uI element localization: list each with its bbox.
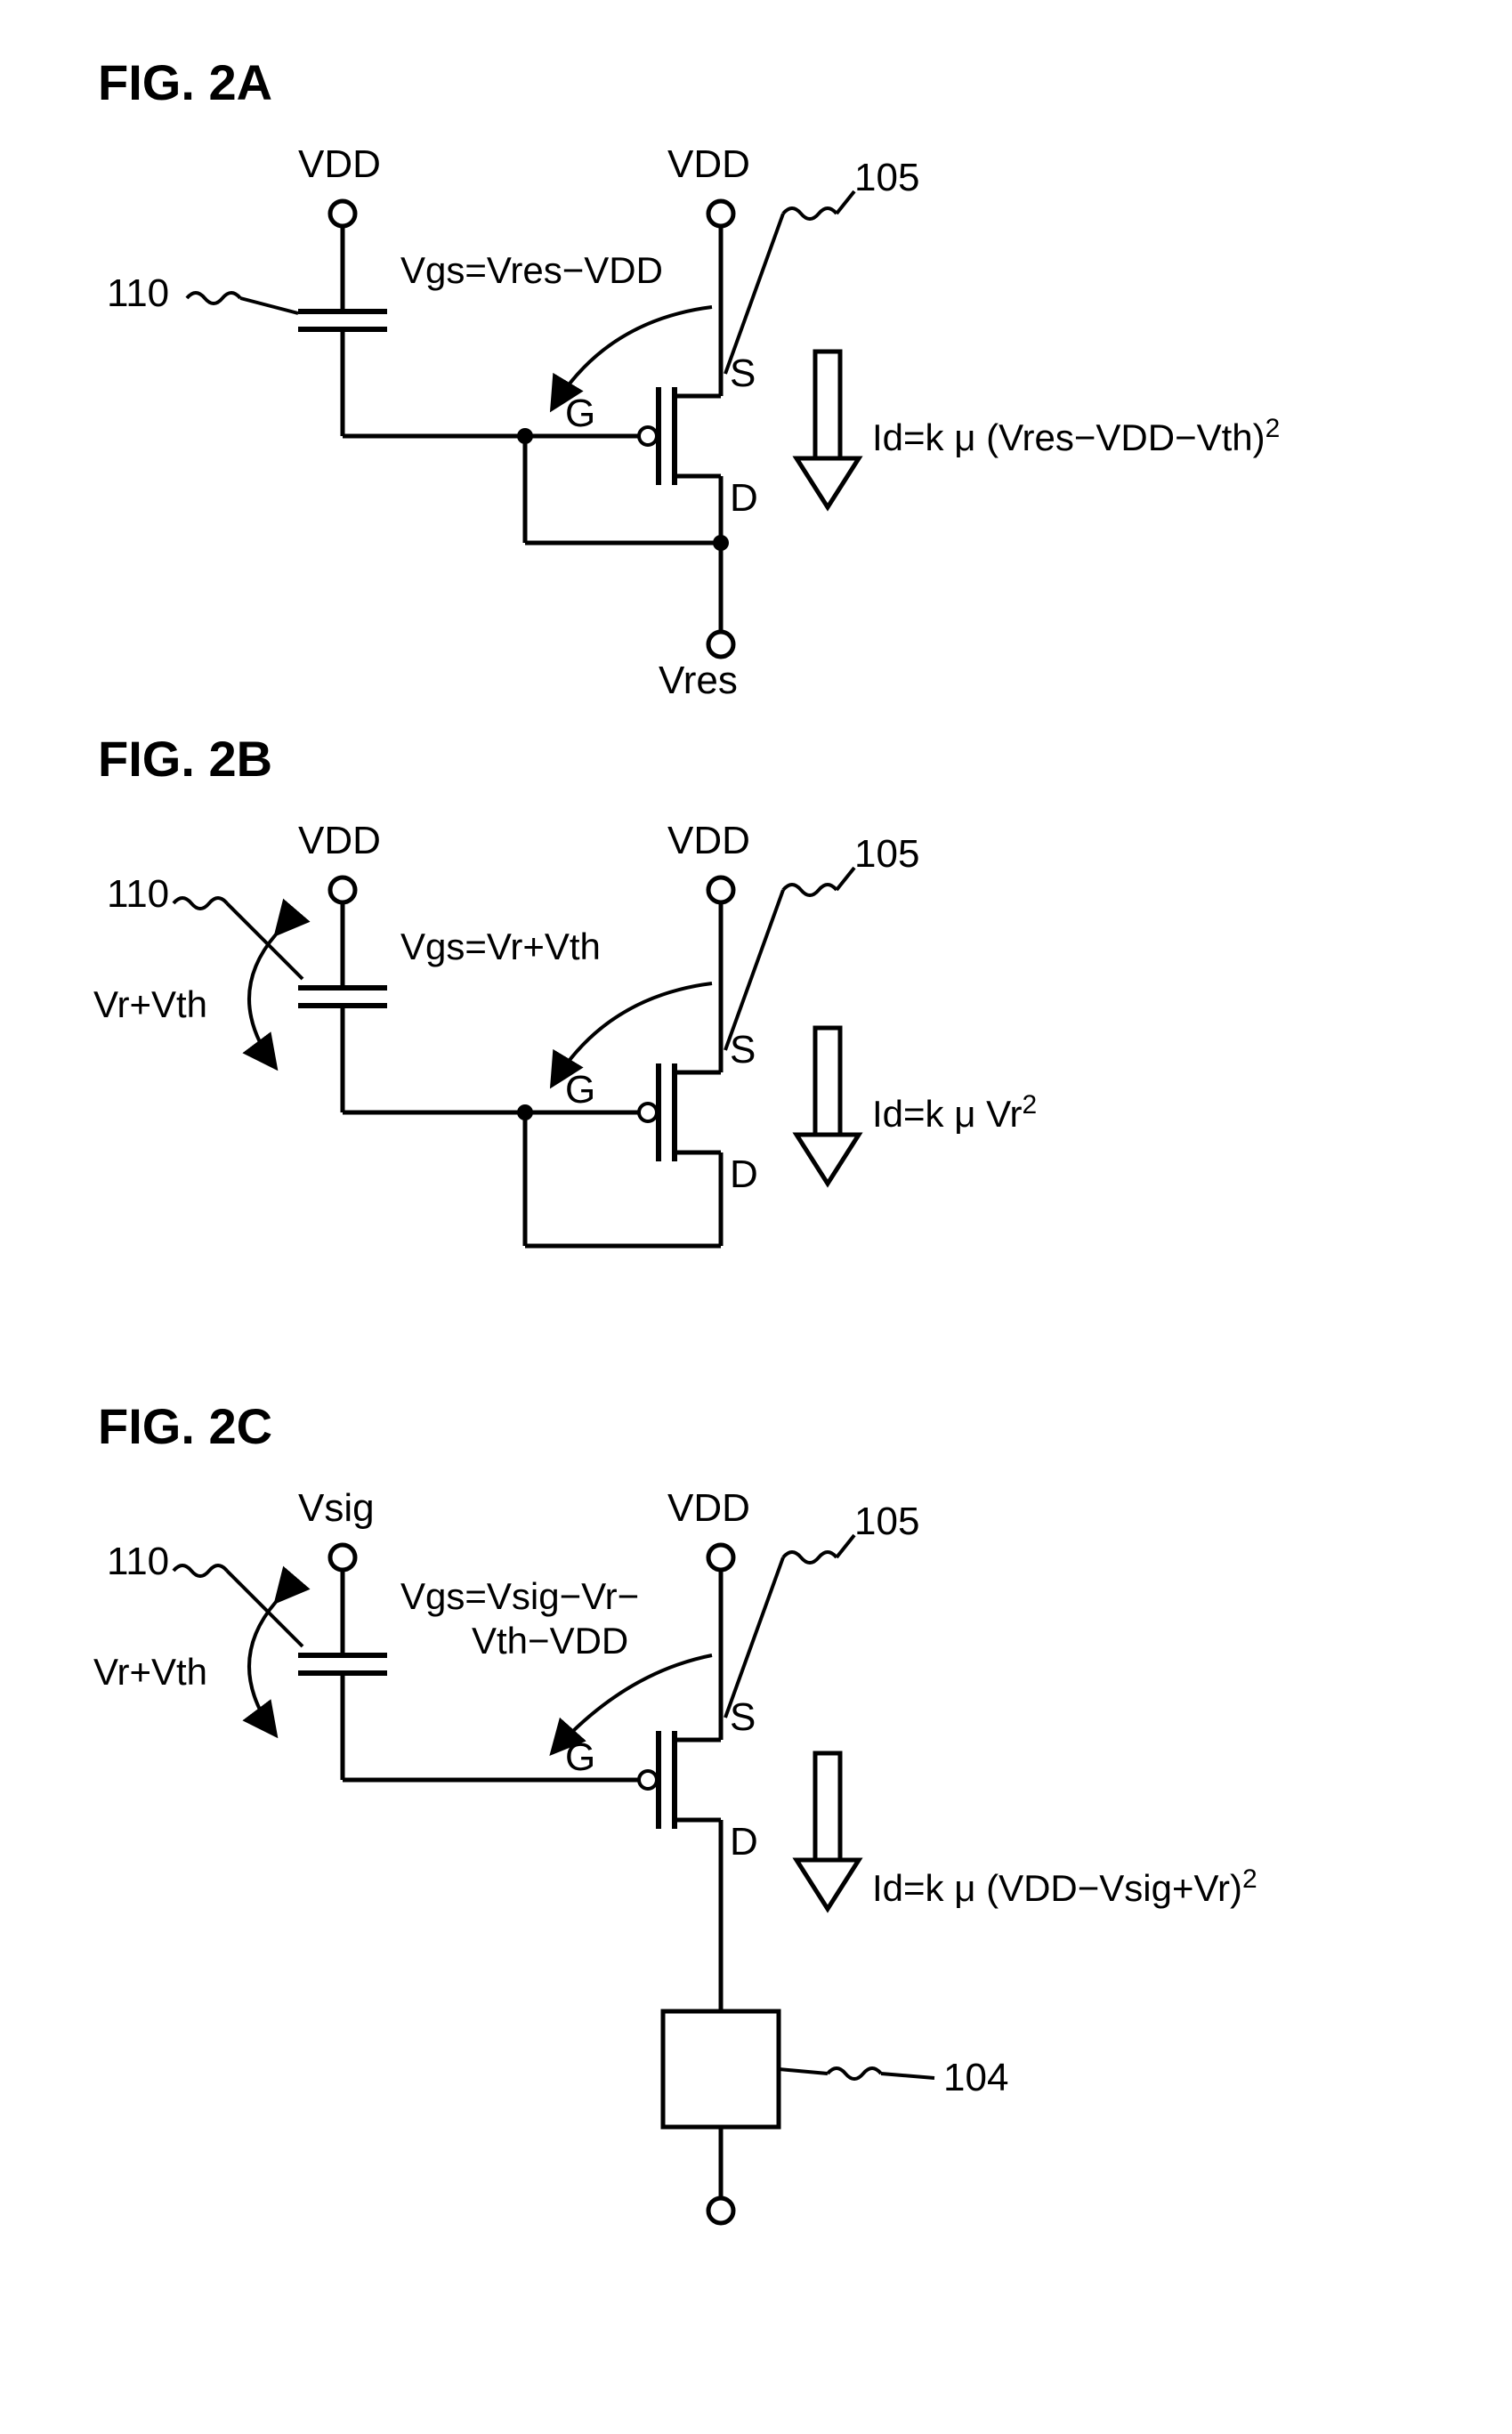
fig2b-circuit [174, 868, 859, 1246]
fig2a-circuit [187, 191, 859, 657]
fig2c-circuit [174, 1535, 934, 2223]
page: FIG. 2A VDD VDD 105 110 Vgs=Vres−VDD G S… [0, 0, 1512, 2434]
circuit-svg [0, 0, 1512, 2434]
